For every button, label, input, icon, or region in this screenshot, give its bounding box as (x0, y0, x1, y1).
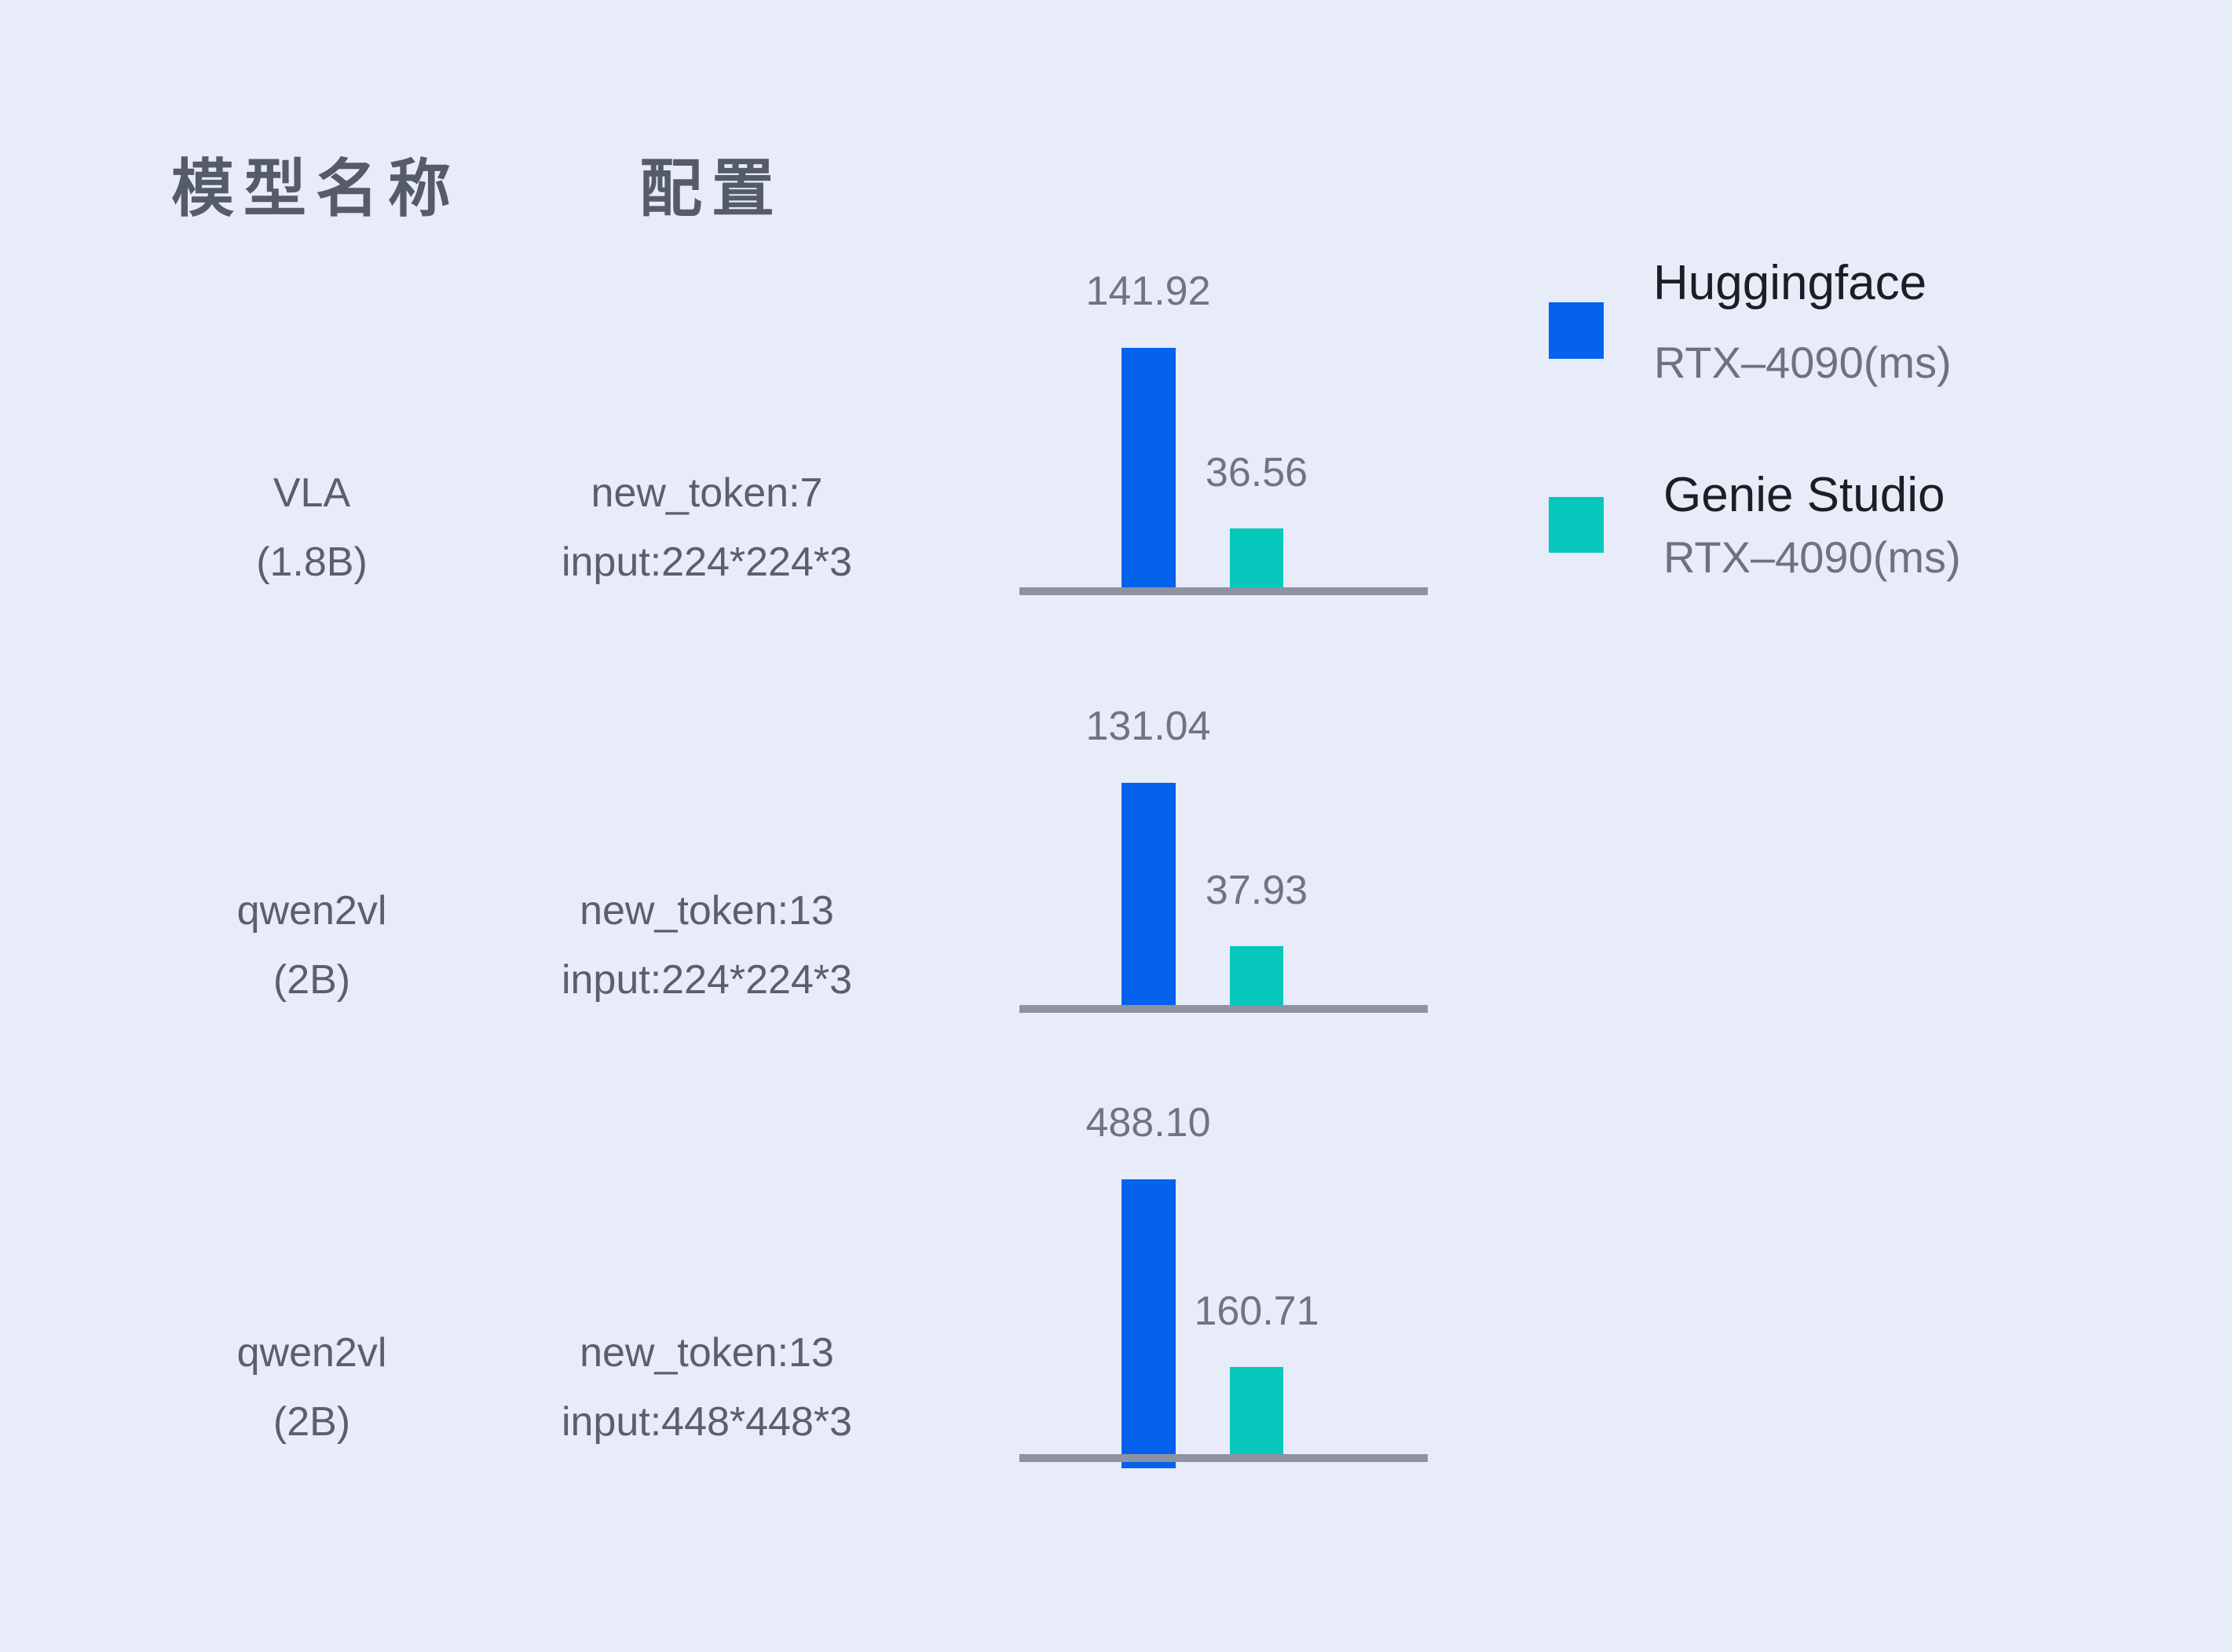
huggingface-legend-label: Huggingface (1653, 256, 1927, 310)
genie-studio-value-label: 37.93 (1205, 868, 1308, 913)
baseline-axis (1019, 1005, 1428, 1013)
model-name: qwen2vl (236, 1330, 387, 1376)
config-tokens: new_token:13 (580, 888, 834, 934)
bar-chart-row: 488.10 160.71 (1019, 1100, 1428, 1468)
row-config-label: new_token:7 input:224*224*3 (487, 459, 927, 597)
row-config-label: new_token:13 input:448*448*3 (487, 1318, 927, 1456)
huggingface-value-label: 131.04 (1085, 704, 1211, 749)
huggingface-bar (1121, 1179, 1176, 1468)
config-input: input:448*448*3 (561, 1399, 853, 1445)
model-name: qwen2vl (236, 888, 387, 934)
huggingface-bar (1121, 783, 1176, 1005)
huggingface-bar (1121, 348, 1176, 587)
row-model-label: qwen2vl (2B) (92, 1318, 532, 1456)
model-name: VLA (273, 470, 351, 516)
row-config-label: new_token:13 input:224*224*3 (487, 876, 927, 1014)
huggingface-value-label: 488.10 (1085, 1100, 1211, 1146)
genie-studio-legend-label: Genie Studio (1663, 468, 1945, 522)
model-size: (2B) (273, 1399, 351, 1445)
genie-studio-legend-device: RTX–4090(ms) (1663, 532, 1961, 582)
genie-studio-bar (1230, 1367, 1283, 1454)
genie-studio-bar (1230, 946, 1283, 1005)
config-input: input:224*224*3 (561, 957, 853, 1003)
genie-studio-legend-swatch (1549, 497, 1604, 553)
config-input: input:224*224*3 (561, 539, 853, 585)
baseline-axis (1019, 587, 1428, 595)
genie-studio-value-label: 36.56 (1205, 450, 1308, 495)
model-size: (1.8B) (256, 539, 368, 585)
baseline-axis (1019, 1454, 1428, 1462)
model-name-column-header: 模型名称 (171, 154, 460, 224)
row-model-label: qwen2vl (2B) (92, 876, 532, 1014)
config-tokens: new_token:13 (580, 1330, 834, 1376)
config-tokens: new_token:7 (591, 470, 823, 516)
config-column-header: 配置 (639, 154, 784, 224)
model-size: (2B) (273, 957, 351, 1003)
huggingface-legend-swatch (1549, 302, 1604, 359)
huggingface-legend-device: RTX–4090(ms) (1654, 338, 1952, 387)
genie-studio-value-label: 160.71 (1194, 1288, 1319, 1334)
row-model-label: VLA (1.8B) (92, 459, 532, 597)
bar-chart-row: 131.04 37.93 (1019, 667, 1428, 1013)
bar-chart-row: 141.92 36.56 (1019, 250, 1428, 595)
huggingface-value-label: 141.92 (1085, 269, 1211, 314)
genie-studio-bar (1230, 528, 1283, 587)
